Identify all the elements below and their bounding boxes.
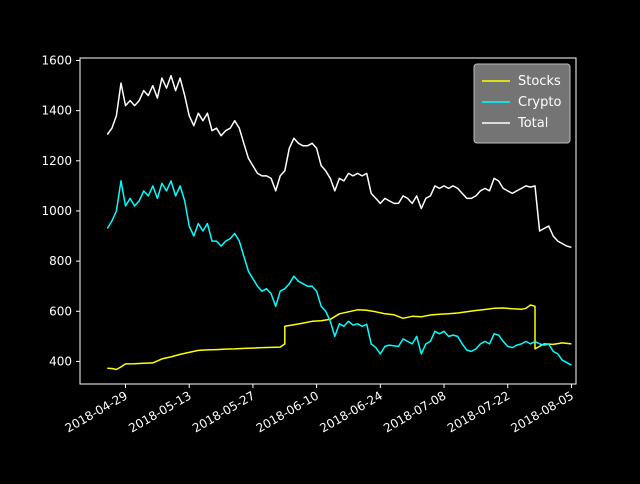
y-axis: 400 600 800 1000 1200 1400 1600 <box>41 54 80 368</box>
legend-label-stocks: Stocks <box>518 74 561 89</box>
plot-frame <box>79 57 577 385</box>
legend-label-crypto: Crypto <box>518 95 561 110</box>
series-line-stocks <box>107 304 572 371</box>
series-layer <box>106 74 572 371</box>
y-tick-label: 1600 <box>41 54 72 68</box>
legend: Stocks Crypto Total <box>473 63 571 144</box>
legend-label-total: Total <box>517 116 548 131</box>
y-tick-label: 400 <box>49 354 72 368</box>
series-line-crypto <box>106 180 572 366</box>
series-line-total <box>106 74 572 249</box>
y-tick-label: 1200 <box>41 154 72 168</box>
y-tick-label: 1000 <box>41 204 72 218</box>
y-tick-label: 1400 <box>41 104 72 118</box>
y-tick-label: 600 <box>49 304 72 318</box>
y-tick-label: 800 <box>49 254 72 268</box>
